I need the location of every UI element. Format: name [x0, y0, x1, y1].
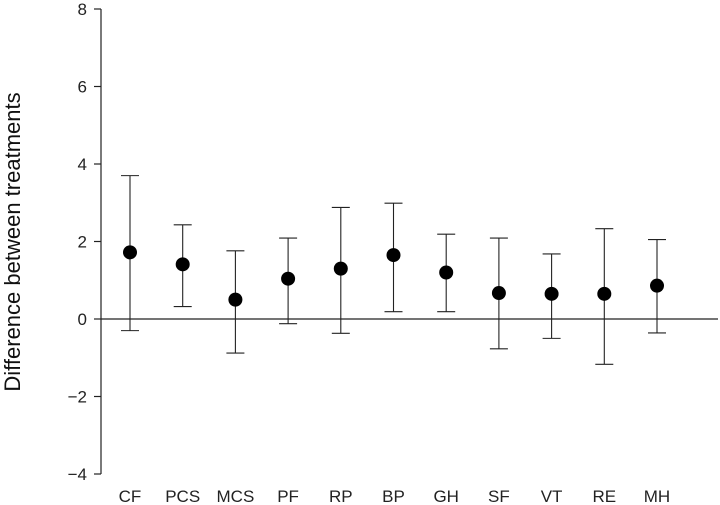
x-tick-label: MH: [644, 487, 670, 505]
y-tick-label: 2: [78, 233, 87, 252]
data-point: [123, 245, 137, 260]
data-point: [281, 271, 296, 286]
y-ticks: −4 −2 0 2 4 6 8: [68, 0, 101, 484]
x-tick-label: CF: [119, 487, 142, 505]
data-point: [439, 265, 454, 280]
x-tick-label: RE: [592, 487, 616, 505]
data-point: [597, 286, 612, 301]
y-tick-label: −4: [68, 465, 87, 484]
data-point: [491, 286, 506, 301]
error-bars: [121, 175, 666, 365]
x-tick-label: PF: [277, 487, 299, 505]
y-tick-label: 6: [78, 78, 87, 97]
y-tick-label: 8: [78, 0, 87, 19]
y-axis-title: Difference between treatments: [0, 92, 25, 391]
data-point: [650, 278, 664, 293]
x-tick-label: RP: [329, 487, 353, 505]
data-points: [123, 245, 664, 307]
x-tick-label: GH: [433, 487, 459, 505]
x-tick-label: PCS: [165, 487, 200, 505]
x-tick-label: SF: [488, 487, 510, 505]
x-tick-label: BP: [382, 487, 405, 505]
axes: [100, 9, 718, 474]
x-tick-label: VT: [541, 487, 563, 505]
y-tick-label: −2: [68, 388, 87, 407]
y-tick-label: 0: [78, 310, 87, 329]
data-point: [175, 257, 190, 272]
data-point: [333, 261, 348, 276]
y-tick-label: 4: [78, 155, 87, 174]
data-point: [544, 286, 559, 301]
x-ticks: CF PCS MCS PF RP BP GH SF VT RE MH: [119, 487, 671, 505]
x-tick-label: MCS: [217, 487, 255, 505]
data-point: [386, 248, 401, 263]
data-point: [228, 292, 243, 307]
